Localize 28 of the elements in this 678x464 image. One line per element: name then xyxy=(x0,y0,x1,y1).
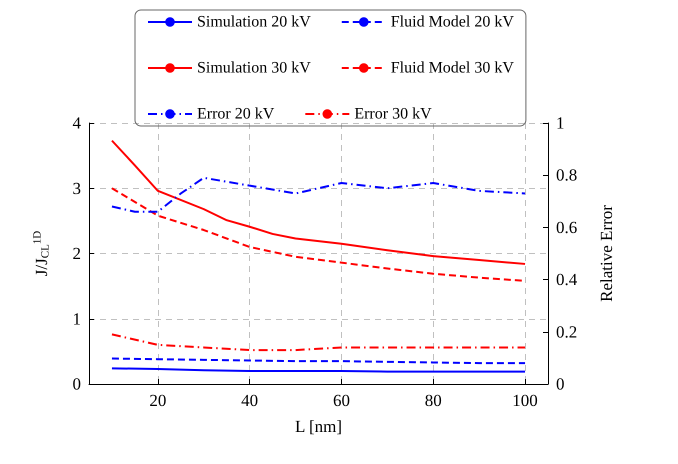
x-tick-label: 20 xyxy=(149,391,166,410)
legend-label: Simulation 20 kV xyxy=(197,14,312,30)
legend-label: Fluid Model 30 kV xyxy=(390,60,514,76)
y-axis-title: J/JCL1D xyxy=(32,230,52,276)
x-tick-label: 80 xyxy=(424,391,442,410)
legend-label: Error 20 kV xyxy=(197,106,275,122)
y2-tick-label: 0.6 xyxy=(556,218,578,237)
legend-label: Fluid Model 20 kV xyxy=(390,14,514,30)
y2-axis-title: Relative Error xyxy=(597,204,616,302)
y2-tick-label: 0.2 xyxy=(556,322,578,342)
x-tick-label: 40 xyxy=(241,391,258,410)
x-tick-label: 60 xyxy=(332,391,350,410)
y2-tick-label: 0.8 xyxy=(556,166,578,185)
x-axis-title: L [nm] xyxy=(294,417,342,436)
legend-label: Simulation 30 kV xyxy=(197,60,312,76)
y-tick-label: 0 xyxy=(72,374,81,394)
y-tick-label: 2 xyxy=(72,244,81,263)
y-tick-label: 1 xyxy=(72,309,81,328)
line-series xyxy=(110,333,526,352)
y-tick-label: 3 xyxy=(72,178,81,198)
line-series xyxy=(110,140,526,265)
y-tick-label: 4 xyxy=(72,114,82,132)
line-series xyxy=(110,176,526,213)
y2-tick-label: 1 xyxy=(556,114,564,132)
y2-tick-label: 0.4 xyxy=(556,270,578,290)
y2-tick-label: 0 xyxy=(556,374,564,394)
legend-label: Error 30 kV xyxy=(354,106,432,122)
x-tick-label: 100 xyxy=(512,391,538,410)
